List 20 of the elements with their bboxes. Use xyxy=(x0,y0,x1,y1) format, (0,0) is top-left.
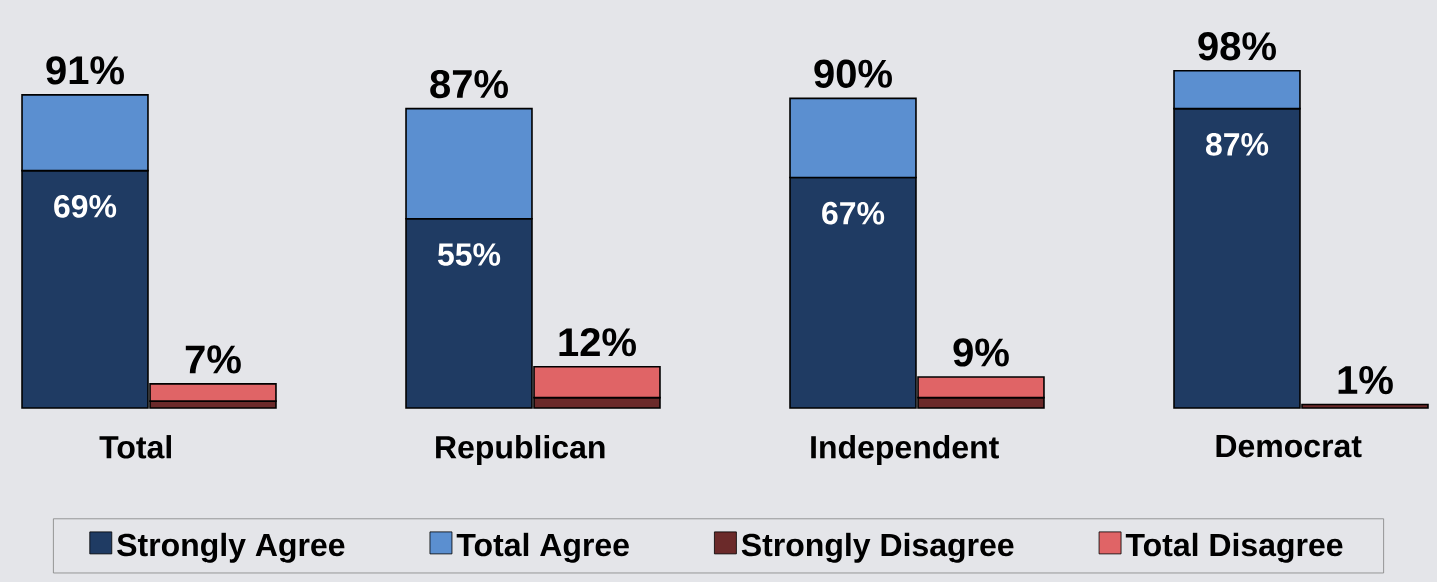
data-label: 69% xyxy=(54,194,117,218)
total-label: 90% xyxy=(814,59,892,88)
legend-label: Total Agree xyxy=(456,532,629,563)
x-tick-label: Republican xyxy=(436,435,605,465)
data-label: 67% xyxy=(822,201,885,225)
legend-label: Strongly Disagree xyxy=(741,532,1014,563)
data-label: 87% xyxy=(1205,133,1269,156)
x-tick-label: Independent xyxy=(811,435,999,465)
total-label: 12% xyxy=(559,328,636,357)
total-label: 98% xyxy=(1198,32,1276,61)
total-label: 87% xyxy=(430,69,508,99)
legend-label: Strongly Agree xyxy=(117,532,345,563)
total-label: 9% xyxy=(953,338,1009,367)
legend-label: Total Disagree xyxy=(1125,532,1343,563)
x-tick-label: Total xyxy=(99,435,171,459)
total-label: 1% xyxy=(1338,366,1393,395)
data-label: 55% xyxy=(437,243,501,266)
x-tick-label: Democrat xyxy=(1216,435,1362,458)
total-label: 7% xyxy=(185,345,241,374)
total-label: 91% xyxy=(46,56,124,85)
